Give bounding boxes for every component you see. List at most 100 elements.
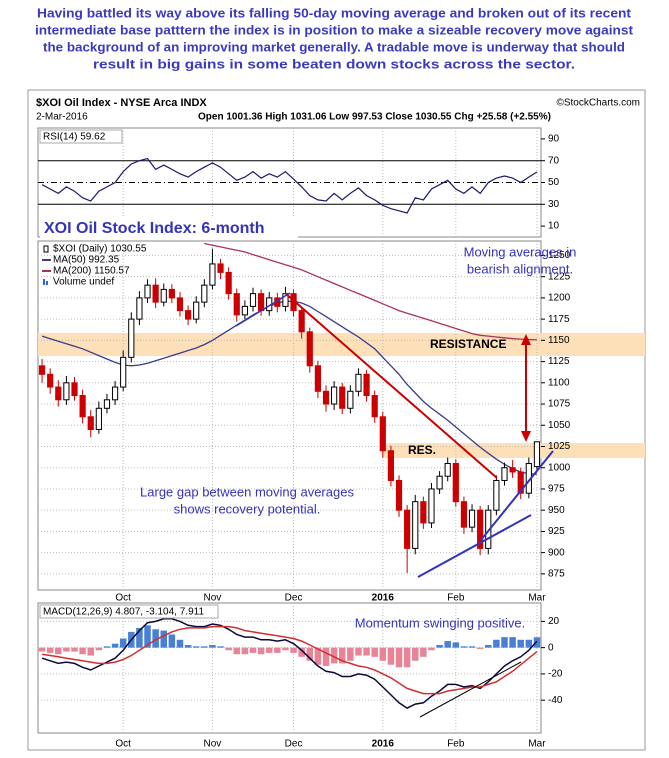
histogram-bar bbox=[257, 647, 265, 655]
histogram-bar bbox=[168, 634, 176, 648]
histogram-bar bbox=[265, 647, 273, 653]
histogram-bar bbox=[184, 645, 192, 648]
histogram-bar bbox=[95, 647, 103, 651]
histogram-bar bbox=[509, 637, 516, 648]
candle-body bbox=[452, 462, 459, 503]
note: shows recovery potential. bbox=[174, 501, 321, 516]
y-tick-label: 1050 bbox=[548, 420, 571, 431]
x-tick-label: Nov bbox=[204, 593, 222, 604]
candle-body bbox=[314, 365, 321, 392]
x-tick-label: Feb bbox=[447, 593, 465, 604]
candle-body bbox=[420, 501, 427, 524]
candle-body bbox=[533, 441, 541, 468]
histogram-bar bbox=[501, 637, 508, 648]
histogram-bar bbox=[249, 647, 257, 653]
legend-label: Volume undef bbox=[53, 277, 114, 288]
macd-trend-line bbox=[419, 661, 522, 718]
y-tick-label: 875 bbox=[548, 569, 565, 580]
histogram-bar bbox=[387, 647, 395, 665]
candle-body bbox=[144, 284, 151, 299]
histogram-bar bbox=[38, 647, 46, 652]
label-box bbox=[39, 129, 123, 144]
candle-body bbox=[412, 501, 419, 549]
candle-body bbox=[355, 373, 362, 392]
legend-icon bbox=[46, 281, 48, 285]
res-band bbox=[383, 443, 645, 458]
histogram-bar bbox=[46, 647, 54, 653]
candle-body bbox=[509, 467, 516, 473]
histogram-bar bbox=[209, 645, 216, 648]
histogram-bar bbox=[217, 646, 224, 648]
header-line: Having battled its way above its falling… bbox=[37, 5, 632, 20]
histogram-bar bbox=[363, 647, 370, 656]
macd-panel bbox=[37, 602, 542, 734]
candle-body bbox=[363, 373, 370, 397]
histogram-bar bbox=[314, 647, 322, 665]
histogram-bar bbox=[306, 647, 314, 661]
candle-body bbox=[241, 305, 248, 316]
histogram-bar bbox=[347, 647, 354, 661]
candle-body bbox=[233, 293, 240, 316]
candle-body bbox=[428, 488, 435, 524]
y-tick-label: 1025 bbox=[548, 441, 571, 452]
candle-body bbox=[225, 271, 232, 295]
candle-body bbox=[460, 501, 468, 528]
x-tick-label: Mar bbox=[528, 593, 546, 604]
histogram-bar bbox=[420, 647, 427, 657]
histogram-bar bbox=[403, 647, 411, 668]
candle-body bbox=[468, 509, 476, 528]
histogram-bar bbox=[338, 647, 346, 664]
y-tick-label: 0 bbox=[548, 642, 554, 653]
support-line bbox=[417, 514, 532, 578]
y-tick-label: 975 bbox=[548, 484, 565, 495]
candle-body bbox=[249, 293, 257, 307]
y-tick-label: 1200 bbox=[548, 293, 571, 304]
chart-title: $XOI Oil Index - NYSE Arca INDX bbox=[36, 97, 207, 109]
candle-body bbox=[103, 399, 111, 409]
candle-body bbox=[404, 509, 411, 549]
candle-body bbox=[331, 386, 338, 405]
date: 2-Mar-2016 bbox=[36, 112, 88, 123]
x-tick-label: 2016 bbox=[372, 593, 395, 604]
candle-body bbox=[395, 479, 403, 511]
rsi-title: RSI(14) 59.62 bbox=[43, 132, 106, 143]
histogram-bar bbox=[460, 646, 468, 648]
legend-label: MA(50) 992.35 bbox=[53, 255, 120, 266]
trend-line bbox=[235, 292, 291, 327]
histogram-bar bbox=[225, 647, 232, 651]
candle-body bbox=[379, 416, 386, 452]
candle-body bbox=[306, 331, 313, 367]
histogram-bar bbox=[144, 625, 151, 648]
note: Momentum swinging positive. bbox=[355, 615, 526, 630]
histogram-bar bbox=[192, 646, 200, 648]
candle-body bbox=[55, 386, 62, 401]
legend-icon bbox=[43, 245, 49, 253]
x-tick-label: 2016 bbox=[372, 739, 395, 750]
y-tick-label: 20 bbox=[548, 616, 560, 627]
y-tick-label: 1250 bbox=[548, 250, 571, 261]
rsi-line bbox=[41, 157, 538, 214]
y-tick-label: 900 bbox=[548, 547, 565, 558]
y-tick-label: 70 bbox=[548, 155, 560, 166]
y-tick-label: -40 bbox=[548, 695, 563, 706]
macd-line bbox=[41, 618, 538, 709]
candle-body bbox=[444, 462, 451, 477]
note: Large gap between moving averages bbox=[140, 484, 354, 499]
x-tick-label: Mar bbox=[528, 739, 546, 750]
y-tick-label: 10 bbox=[548, 221, 560, 232]
header-line: the background of an improving market ge… bbox=[43, 39, 625, 54]
histogram-bar bbox=[517, 639, 524, 648]
legend-label: $XOI (Daily) 1030.55 bbox=[53, 244, 147, 255]
histogram-bar bbox=[428, 647, 435, 651]
candle-body bbox=[168, 288, 175, 299]
histogram-bar bbox=[485, 645, 492, 648]
moving-average bbox=[204, 242, 537, 341]
candle-body bbox=[501, 467, 508, 481]
histogram-bar bbox=[160, 630, 167, 648]
x-tick-label: Oct bbox=[115, 593, 131, 604]
histogram-bar bbox=[136, 627, 143, 648]
x-tick-label: Feb bbox=[447, 739, 465, 750]
candle-body bbox=[209, 263, 216, 286]
